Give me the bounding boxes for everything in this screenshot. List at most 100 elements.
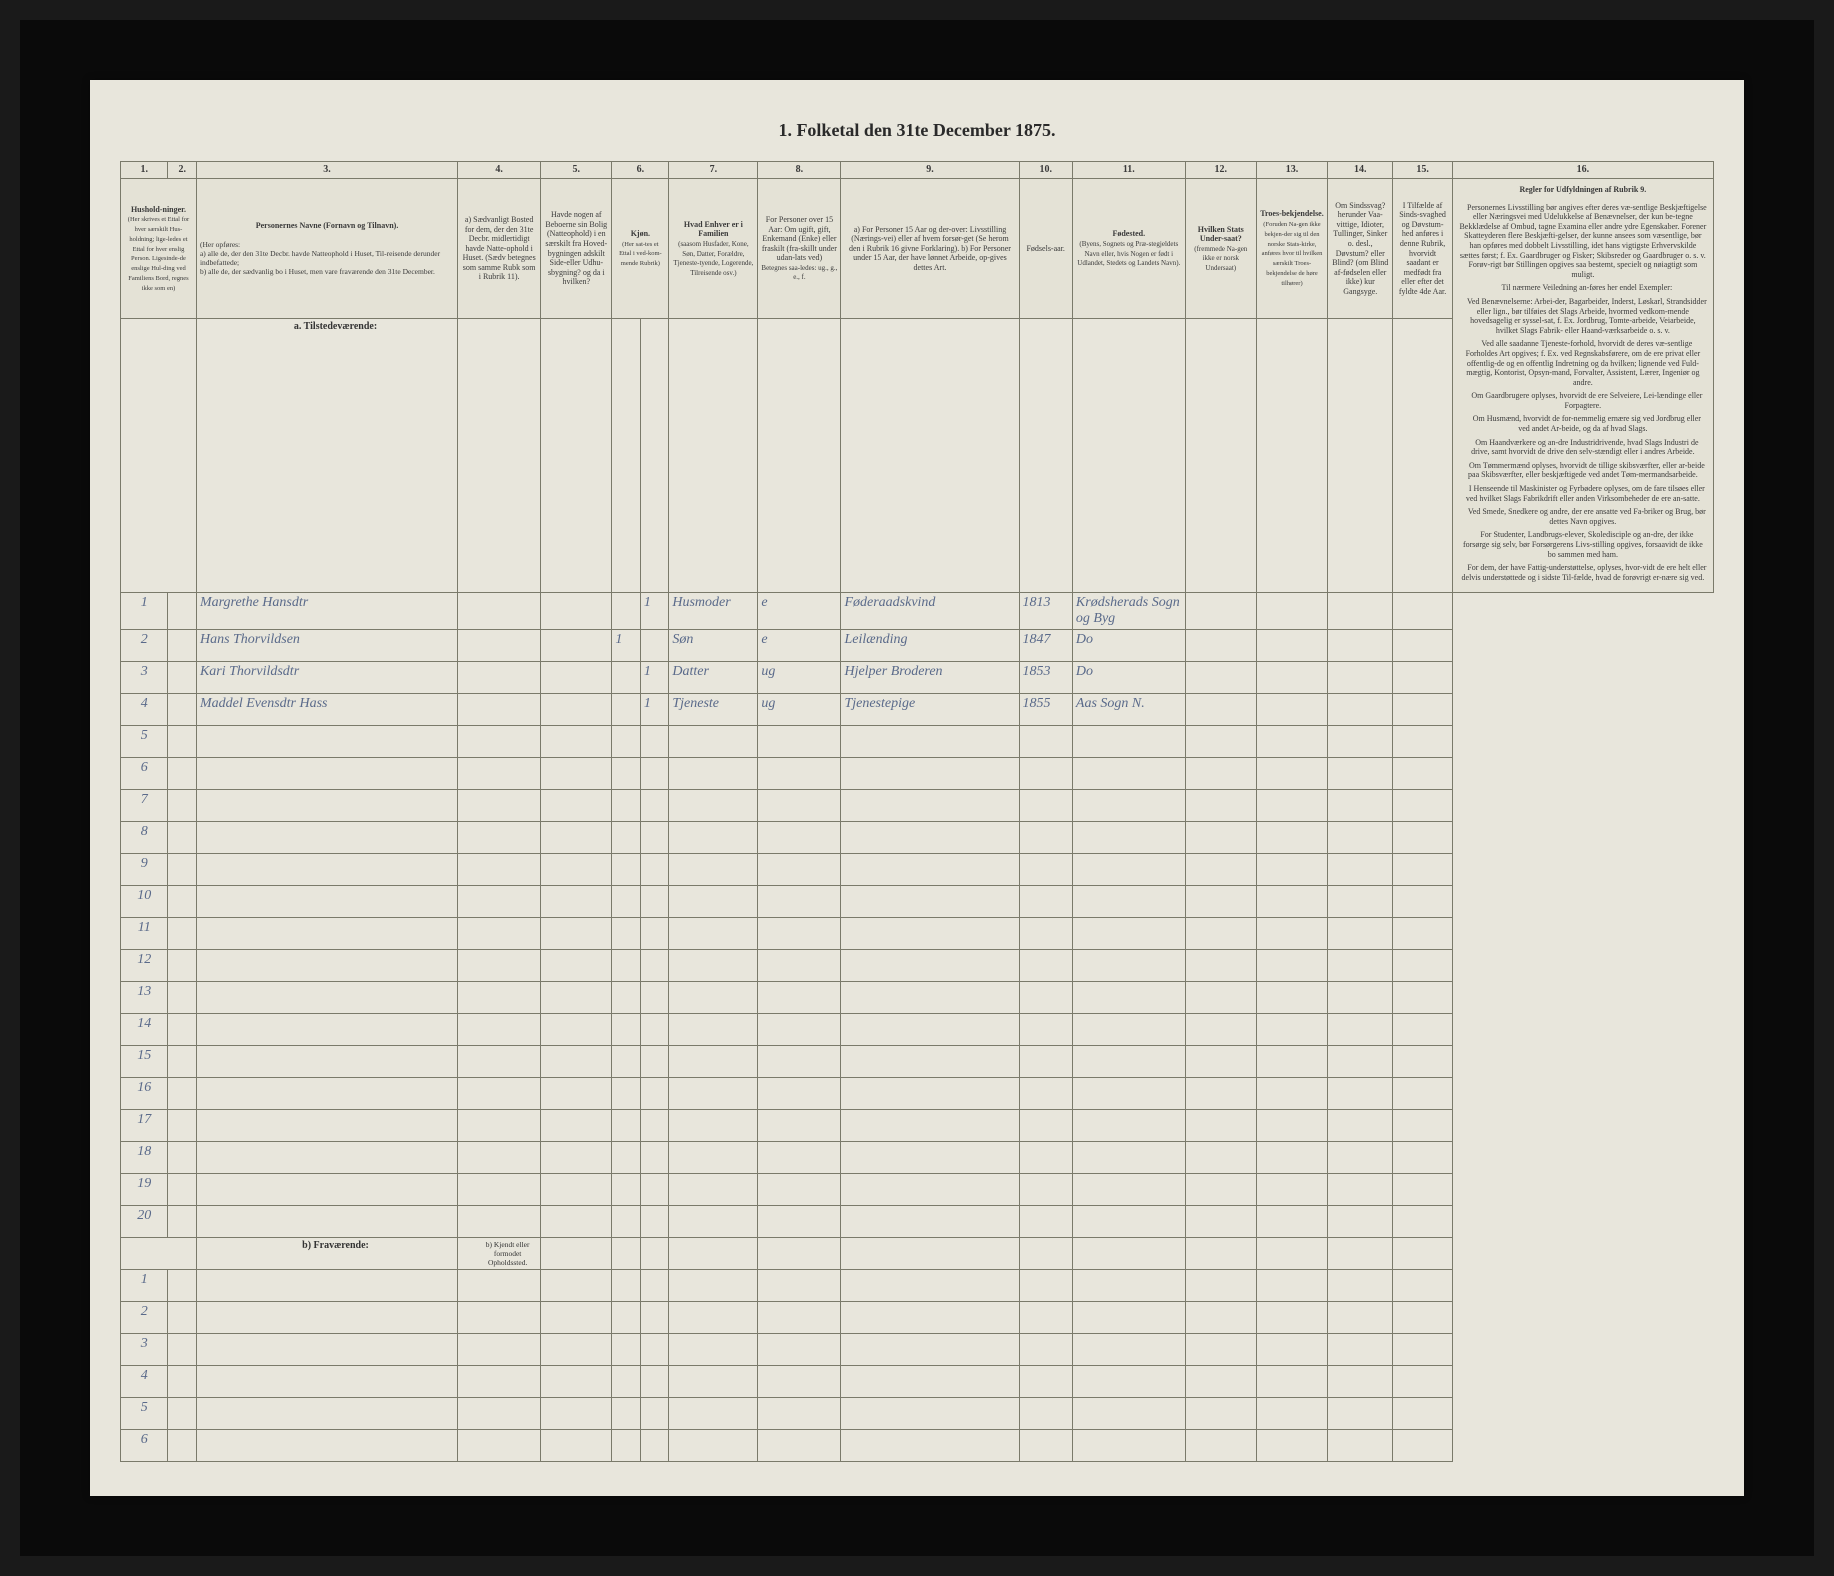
cell <box>669 1142 758 1174</box>
row-number: 10 <box>121 886 168 918</box>
cell <box>168 854 196 886</box>
table-row: 4 <box>121 1366 1714 1398</box>
cell <box>640 726 668 758</box>
cell <box>541 822 612 854</box>
cell-position: Husmoder <box>669 593 758 630</box>
cell <box>612 822 640 854</box>
header-c12-sub: (fremmede Na-gen ikke er norsk Undersaat… <box>1194 245 1247 272</box>
colnum-16: 16. <box>1452 162 1713 179</box>
cell <box>640 1078 668 1110</box>
cell <box>841 726 1019 758</box>
column-number-row: 1. 2. 3. 4. 5. 6. 7. 8. 9. 10. 11. 12. 1… <box>121 162 1714 179</box>
cell <box>612 950 640 982</box>
cell <box>458 1398 541 1430</box>
cell <box>196 1366 457 1398</box>
cell <box>1256 694 1327 726</box>
cell <box>1185 918 1256 950</box>
header-disability: Om Sindssvag? herunder Vaa-vittige, Idio… <box>1328 179 1393 319</box>
cell <box>168 982 196 1014</box>
cell-marital: e <box>758 593 841 630</box>
cell <box>458 1206 541 1238</box>
cell <box>196 950 457 982</box>
cell <box>612 1206 640 1238</box>
cell-marital: ug <box>758 662 841 694</box>
cell <box>1185 1334 1256 1366</box>
row-number: 15 <box>121 1046 168 1078</box>
cell <box>1328 1046 1393 1078</box>
cell <box>168 950 196 982</box>
row-number: 3 <box>121 662 168 694</box>
cell <box>640 854 668 886</box>
cell <box>612 1398 640 1430</box>
cell <box>168 1302 196 1334</box>
cell <box>1256 982 1327 1014</box>
cell <box>458 1270 541 1302</box>
cell <box>1393 1110 1452 1142</box>
rules-paragraph: For dem, der have Fattig-understøttelse,… <box>1459 563 1707 582</box>
table-row: 17 <box>121 1110 1714 1142</box>
cell <box>541 1078 612 1110</box>
cell <box>196 1430 457 1462</box>
cell <box>1072 1302 1185 1334</box>
cell <box>1185 1078 1256 1110</box>
cell <box>168 726 196 758</box>
cell <box>1072 1046 1185 1078</box>
cell <box>168 1430 196 1462</box>
header-c1-title: Hushold-ninger. <box>131 205 186 214</box>
row-number: 19 <box>121 1174 168 1206</box>
cell <box>1393 1174 1452 1206</box>
census-document: 1. Folketal den 31te December 1875. 1. 2… <box>90 80 1744 1496</box>
cell <box>1256 593 1327 630</box>
cell <box>1256 1078 1327 1110</box>
cell-male <box>612 593 640 630</box>
cell <box>1072 1142 1185 1174</box>
cell <box>758 726 841 758</box>
cell-position: Tjeneste <box>669 694 758 726</box>
table-row: 16 <box>121 1078 1714 1110</box>
row-number: 5 <box>121 1398 168 1430</box>
cell <box>841 1110 1019 1142</box>
cell <box>1072 758 1185 790</box>
colnum-5: 5. <box>541 162 612 179</box>
cell <box>1256 1142 1327 1174</box>
cell <box>758 790 841 822</box>
cell <box>669 758 758 790</box>
rules-paragraph: Om Gaardbrugere oplyses, hvorvidt de ere… <box>1459 391 1707 410</box>
cell <box>758 1174 841 1206</box>
cell <box>1185 822 1256 854</box>
cell <box>1328 630 1393 662</box>
cell <box>1072 1110 1185 1142</box>
cell <box>541 854 612 886</box>
cell <box>640 1366 668 1398</box>
cell <box>1256 1110 1327 1142</box>
table-row: 6 <box>121 1430 1714 1462</box>
cell-birthyear: 1813 <box>1019 593 1072 630</box>
cell <box>1256 886 1327 918</box>
table-row: 11 <box>121 918 1714 950</box>
cell <box>458 822 541 854</box>
cell <box>1019 918 1072 950</box>
cell <box>196 1078 457 1110</box>
cell <box>458 1046 541 1078</box>
cell <box>1393 822 1452 854</box>
cell-female: 1 <box>640 593 668 630</box>
cell-birthyear: 1847 <box>1019 630 1072 662</box>
table-row: 10 <box>121 886 1714 918</box>
cell <box>1019 1174 1072 1206</box>
table-row: 18 <box>121 1142 1714 1174</box>
colnum-7: 7. <box>669 162 758 179</box>
cell <box>541 593 612 630</box>
table-row: 1 <box>121 1270 1714 1302</box>
cell <box>541 1142 612 1174</box>
cell <box>196 758 457 790</box>
table-row: 2 Hans Thorvildsen 1 Søn e Leilænding 18… <box>121 630 1714 662</box>
cell <box>196 854 457 886</box>
cell-female: 1 <box>640 662 668 694</box>
cell <box>1393 918 1452 950</box>
row-number: 6 <box>121 1430 168 1462</box>
cell <box>1328 662 1393 694</box>
rules-paragraph: Til nærmere Veiledning an-føres her ende… <box>1459 283 1707 293</box>
cell <box>1328 1174 1393 1206</box>
cell <box>458 790 541 822</box>
section-b-col4: b) Kjendt eller formodet Opholdssted. <box>458 1238 541 1270</box>
